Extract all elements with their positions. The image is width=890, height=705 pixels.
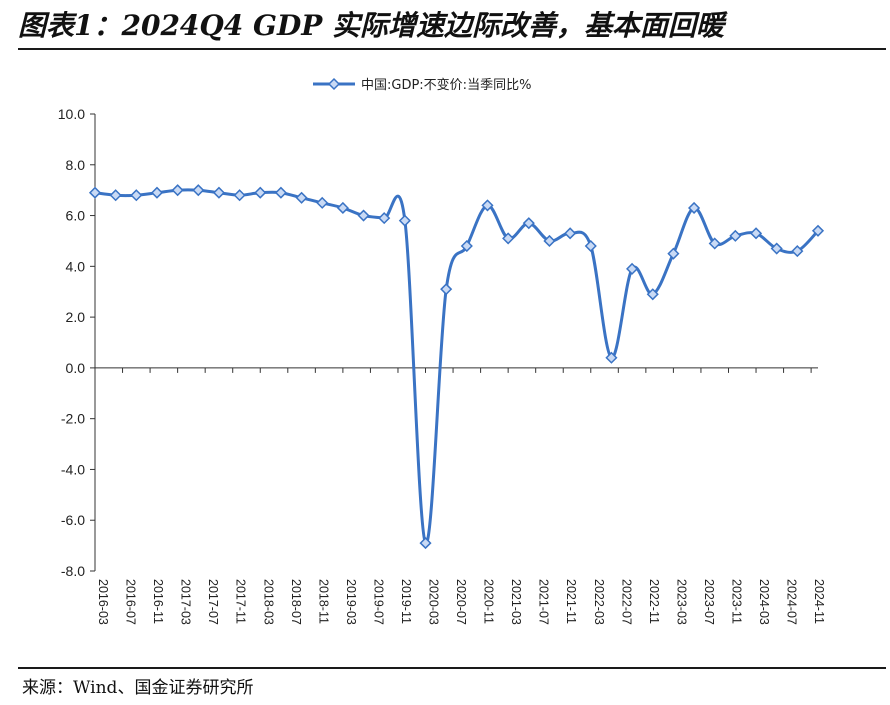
data-point-marker [646, 288, 659, 301]
x-tick-label: 2020-11 [482, 579, 496, 624]
x-tick-label: 2016-11 [151, 579, 165, 624]
data-point-marker [811, 224, 825, 237]
y-tick-label: 6.0 [66, 208, 86, 224]
data-point-marker [109, 189, 122, 202]
data-point-marker [192, 184, 205, 197]
x-tick-label: 2020-03 [427, 579, 441, 625]
y-tick-label: -8.0 [61, 563, 85, 579]
x-tick-label: 2018-11 [316, 579, 330, 624]
x-tick-label: 2023-07 [702, 579, 716, 625]
y-tick-label: 10.0 [58, 106, 85, 122]
data-point-marker [88, 186, 102, 199]
data-point-marker [295, 191, 308, 204]
data-point-marker [522, 217, 535, 230]
data-point-marker [212, 186, 226, 199]
y-tick-label: -2.0 [61, 411, 85, 427]
data-point-marker [729, 229, 742, 242]
y-tick-label: 4.0 [66, 258, 86, 274]
x-tick-label: 2023-11 [729, 579, 743, 624]
data-point-marker [254, 186, 267, 199]
x-tick-label: 2022-07 [619, 579, 633, 625]
x-tick-label: 2021-03 [509, 579, 523, 625]
x-tick-label: 2023-03 [674, 579, 688, 625]
footer-divider [18, 667, 886, 669]
gdp-line-chart: 中国:GDP:不变价:当季同比% -8.0 -6.0 -4.0 -2.0 0.0 2.0 4… [58, 77, 826, 625]
x-tick-label: 2017-03 [179, 579, 193, 625]
y-tick-label: -6.0 [61, 512, 85, 528]
series-line [94, 188, 820, 545]
x-tick-label: 2019-11 [399, 579, 413, 624]
x-tick-label: 2018-03 [261, 579, 275, 625]
x-tick-label: 2016-03 [96, 579, 110, 625]
data-point-marker [667, 247, 680, 260]
x-tick-label: 2017-11 [234, 579, 248, 624]
x-tick-label: 2020-07 [454, 579, 468, 625]
title-divider [18, 48, 886, 50]
x-tick-label: 2017-07 [206, 579, 220, 625]
data-point-marker [626, 262, 639, 275]
data-point-marker [233, 189, 246, 202]
data-point-marker [130, 189, 143, 202]
data-point-marker [440, 283, 453, 296]
data-point-marker [316, 196, 329, 209]
y-tick-label: 0.0 [66, 360, 86, 376]
data-point-marker [419, 537, 432, 550]
data-point-marker [770, 242, 783, 255]
source-note: 来源：Wind、国金证券研究所 [22, 678, 254, 698]
data-point-marker [708, 237, 721, 250]
data-point-marker [564, 227, 577, 240]
legend-swatch-marker [327, 77, 341, 91]
legend-label: 中国:GDP:不变价:当季同比% [361, 77, 531, 93]
chart-series [88, 184, 825, 550]
data-point-marker [791, 245, 804, 258]
data-point-marker [584, 239, 597, 253]
data-point-marker [605, 351, 618, 364]
x-tick-label: 2022-11 [647, 579, 661, 624]
data-point-marker [274, 186, 287, 199]
data-point-marker [336, 201, 349, 214]
x-tick-label: 2024-11 [812, 579, 826, 624]
chart-legend: 中国:GDP:不变价:当季同比% [313, 77, 531, 93]
data-point-marker [378, 212, 391, 225]
x-tick-label: 2024-07 [785, 579, 799, 625]
x-tick-label: 2016-07 [124, 579, 138, 625]
y-tick-label: 8.0 [66, 157, 86, 173]
y-axis-ticks: -8.0 -6.0 -4.0 -2.0 0.0 2.0 4.0 6.0 8.0 10.0 [58, 106, 95, 579]
x-tick-label: 2024-03 [757, 579, 771, 625]
data-point-marker [481, 199, 494, 212]
chart-axes [94, 114, 818, 571]
data-point-marker [687, 201, 701, 214]
x-tick-label: 2021-07 [537, 579, 551, 625]
data-point-marker [171, 184, 184, 197]
page-title: 图表1：2024Q4 GDP 实际增速边际改善，基本面回暖 [18, 9, 725, 42]
x-tick-label: 2022-03 [592, 579, 606, 625]
x-tick-label: 2021-11 [564, 579, 578, 624]
x-tick-label: 2018-07 [289, 579, 303, 625]
data-point-marker [749, 227, 763, 240]
data-point-marker [357, 209, 370, 222]
data-point-marker [150, 186, 164, 199]
x-tick-label: 2019-03 [344, 579, 358, 625]
y-tick-label: -4.0 [61, 461, 85, 477]
data-point-marker [398, 214, 411, 227]
x-tick-label: 2019-07 [371, 579, 385, 625]
data-point-marker [460, 239, 473, 253]
x-axis-ticks: 2016-03 2016-07 2016-11 2017-03 2017-07 2017-… [94, 367, 826, 625]
data-point-marker [502, 232, 515, 245]
y-tick-label: 2.0 [66, 309, 86, 325]
data-point-marker [543, 234, 556, 248]
